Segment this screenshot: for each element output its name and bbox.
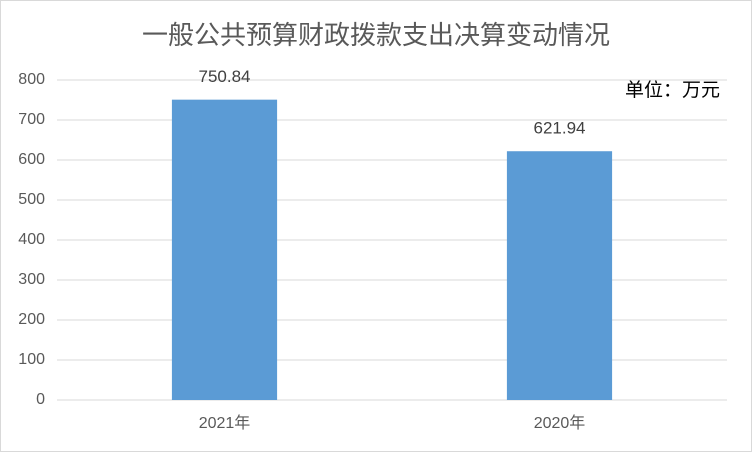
y-tick-label: 600: [18, 151, 45, 168]
y-tick-label: 100: [18, 351, 45, 368]
y-tick-label: 200: [18, 311, 45, 328]
y-tick-label: 800: [18, 71, 45, 88]
x-tick-label: 2021年: [199, 414, 251, 432]
y-tick-label: 700: [18, 111, 45, 128]
y-tick-label: 300: [18, 271, 45, 288]
y-tick-label: 500: [18, 191, 45, 208]
bar: [171, 99, 278, 400]
chart-title: 一般公共预算财政拨款支出决算变动情况: [142, 20, 610, 50]
y-tick-label: 400: [18, 231, 45, 248]
bar: [506, 151, 613, 400]
y-tick-label: 0: [36, 391, 45, 408]
data-label: 621.94: [534, 119, 586, 138]
unit-annotation: 单位：万元: [625, 79, 720, 101]
data-label: 750.84: [199, 67, 251, 86]
x-tick-label: 2020年: [534, 414, 586, 432]
